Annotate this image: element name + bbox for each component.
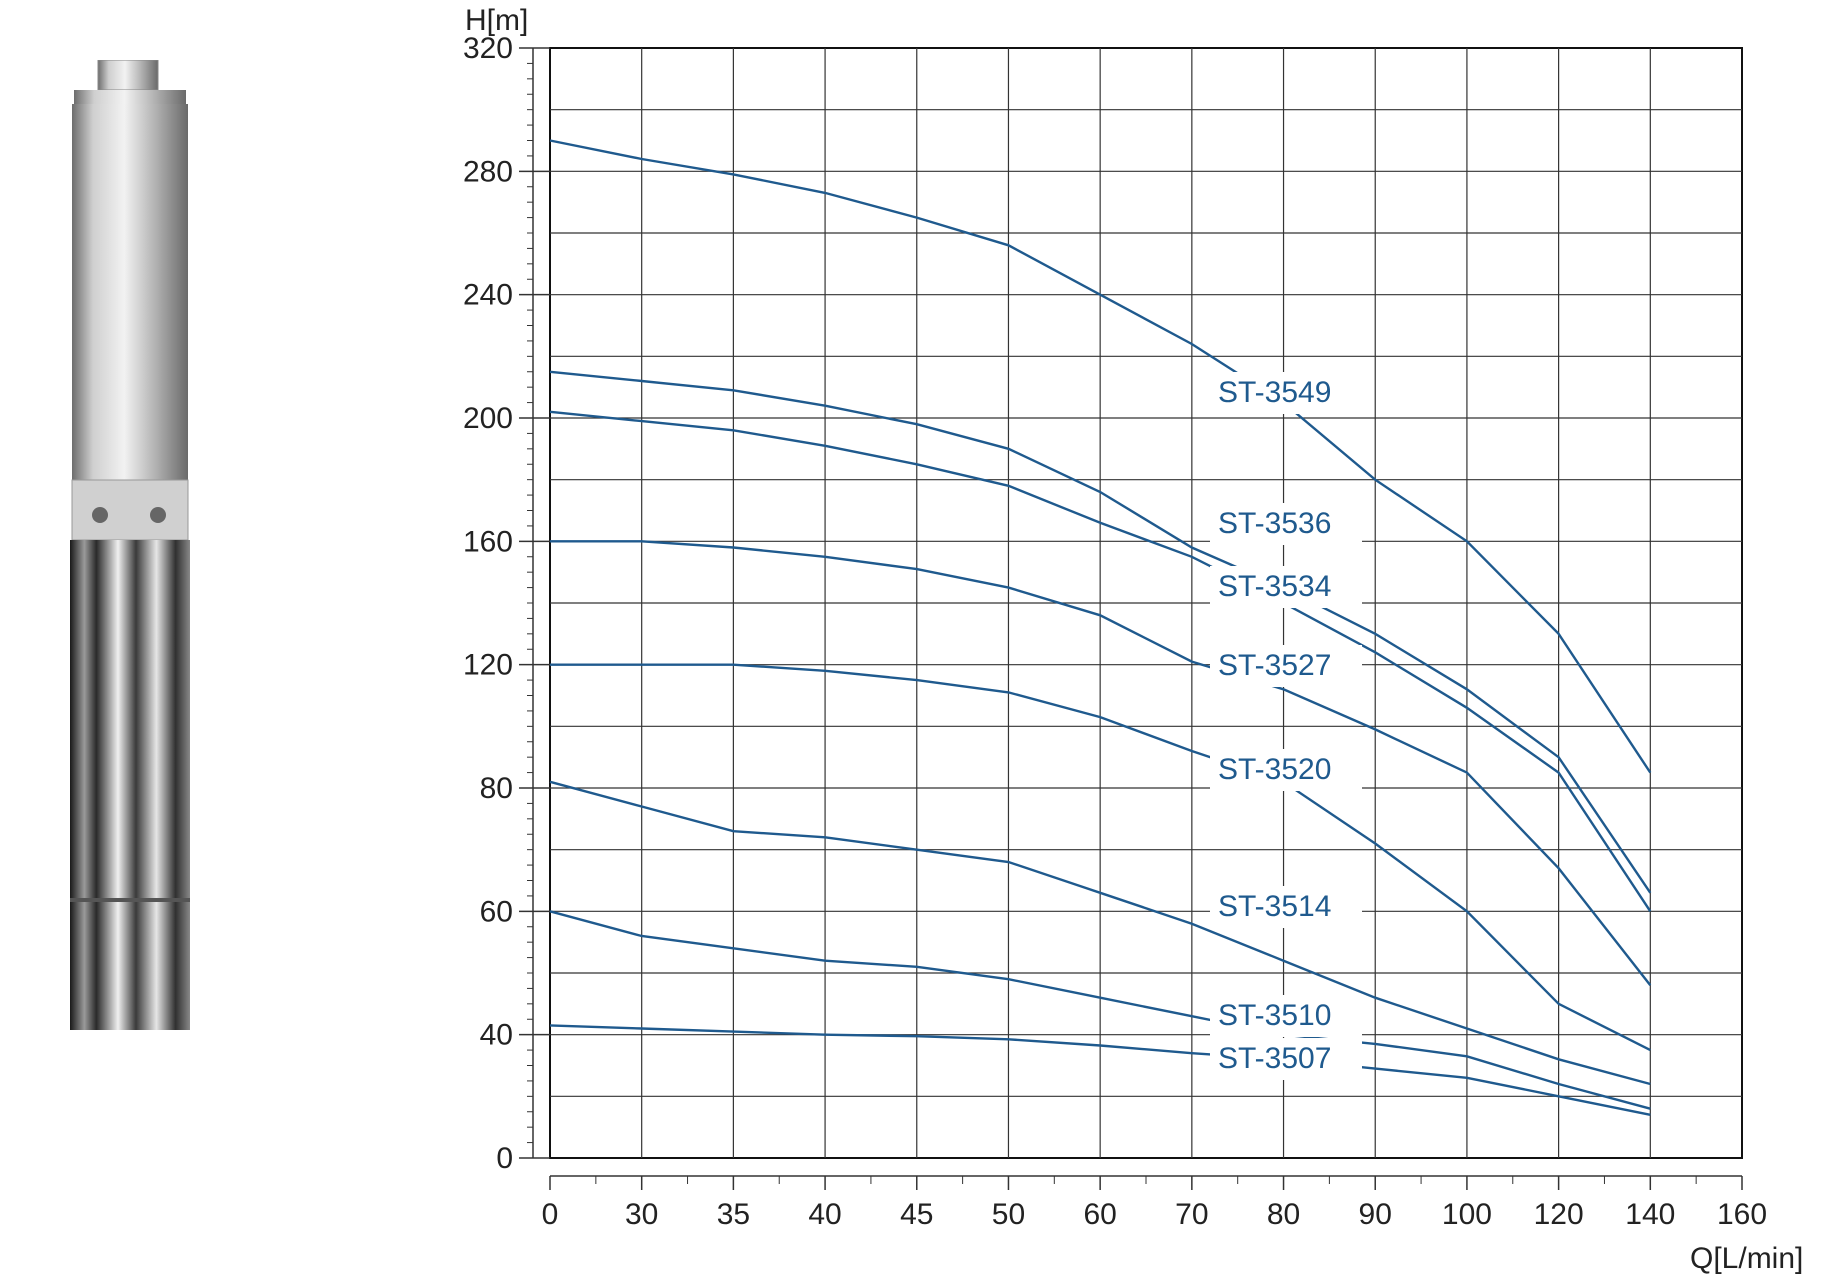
y-tick-label: 120 [463,649,513,682]
pump-top-cap [74,90,186,104]
series-label-bg [1210,1038,1362,1080]
series-label: ST-3507 [1218,1042,1331,1075]
series-label: ST-3534 [1218,570,1331,603]
pump-body-upper [72,104,188,480]
x-tick-label: 140 [1625,1198,1675,1231]
x-tick-label: 30 [625,1198,658,1231]
series-label-bg [1210,995,1362,1037]
x-tick-label: 120 [1534,1198,1584,1231]
y-tick-label: 80 [480,772,513,805]
y-tick-label: 160 [463,525,513,558]
series-label: ST-3510 [1218,999,1331,1032]
x-tick-label: 35 [717,1198,750,1231]
pump-base [70,900,190,1030]
x-tick-label: 160 [1717,1198,1767,1231]
bolt-icon [92,507,108,523]
y-tick-label: 200 [463,402,513,435]
series-line [550,663,1651,1052]
submersible-pump-image [70,60,190,1030]
pump-intake [71,479,189,541]
x-tick-label: 70 [1175,1198,1208,1231]
y-tick-label: 280 [463,155,513,188]
series-label: ST-3520 [1218,753,1331,786]
pump-motor-body [70,540,190,900]
x-tick-label: 100 [1442,1198,1492,1231]
series-lines [549,139,1652,1116]
pump-outlet [97,60,159,91]
y-axis-title: H[m] [465,4,528,37]
x-tick-label: 90 [1359,1198,1392,1231]
series-label-bg [1210,886,1362,928]
x-axis: 0 30 35 40 45 50 60 70 80 90 100 120 140 160 [542,1175,1767,1231]
x-tick-label: 60 [1083,1198,1116,1231]
series-line [550,540,1652,987]
x-tick-label: 40 [808,1198,841,1231]
x-tick-label: 80 [1267,1198,1300,1231]
series-label-bg [1210,372,1362,414]
y-axis: 0 40 60 80 120 160 200 240 280 320 [463,32,550,1175]
x-axis-title: Q[L/min] [1690,1242,1803,1275]
series-line [549,1024,1651,1116]
y-tick-label: 320 [463,32,513,65]
y-tick-label: 0 [496,1142,513,1175]
grid-lines [550,48,1742,1158]
series-line [549,410,1652,912]
series-line [549,139,1652,774]
series-label-bg [1210,566,1362,608]
series-line [549,780,1651,1086]
series-label-bg [1210,749,1362,791]
series-label: ST-3536 [1218,507,1331,540]
x-tick-label: 45 [900,1198,933,1231]
bolt-icon [150,507,166,523]
series-label: ST-3549 [1218,376,1331,409]
series-label: ST-3514 [1218,890,1331,923]
series-label: ST-3527 [1218,649,1331,682]
x-tick-label: 0 [542,1198,559,1231]
y-tick-label: 60 [480,895,513,928]
series-labels: ST-3549 ST-3536 ST-3534 ST-3527 ST-3520 ST-35… [1210,372,1362,1080]
y-tick-label: 240 [463,279,513,312]
series-label-bg [1210,503,1362,545]
x-tick-label: 50 [992,1198,1025,1231]
series-line [549,910,1651,1110]
y-tick-label: 40 [480,1019,513,1052]
series-line [549,370,1652,894]
series-label-bg [1210,645,1362,687]
